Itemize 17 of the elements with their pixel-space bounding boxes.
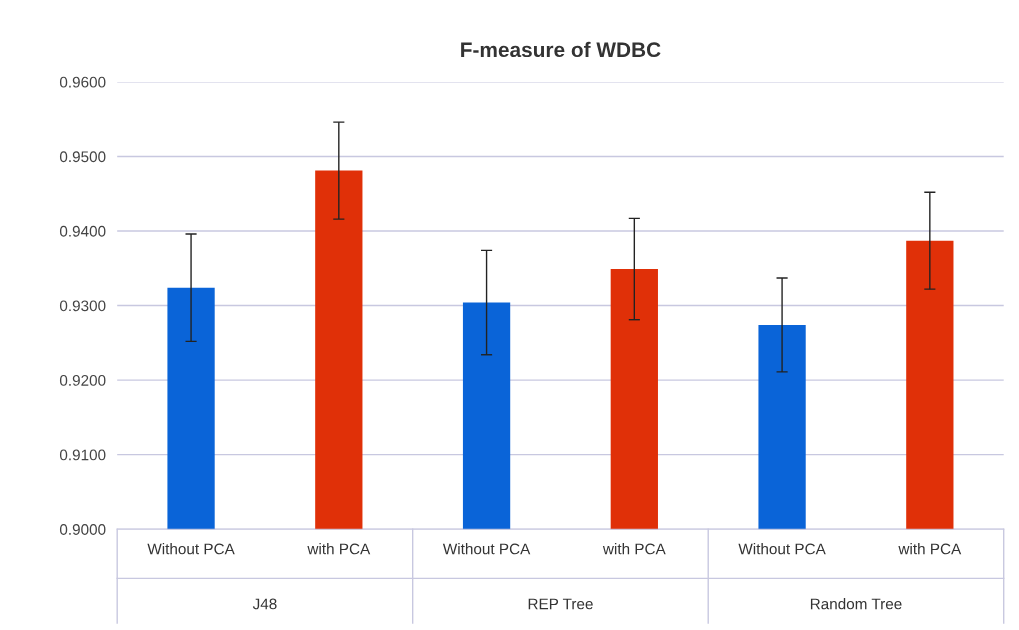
x-tick-label: with PCA — [898, 543, 962, 555]
chart-title: F-measure of WDBC — [461, 41, 661, 58]
x-tick-label: with PCA — [307, 543, 371, 555]
y-tick-label: 0.9000 — [59, 524, 106, 535]
x-tick-label: Without PCA — [738, 543, 826, 555]
y-tick-label: 0.9200 — [59, 374, 106, 386]
x-tick-label: Without PCA — [147, 543, 235, 555]
x-tick-label: with PCA — [602, 543, 666, 555]
y-tick-label: 0.9400 — [59, 225, 106, 237]
y-tick-label: 0.9300 — [59, 300, 106, 312]
text: Random Tree — [810, 598, 902, 610]
y-tick-label: 0.9500 — [59, 151, 106, 163]
text: REP Tree — [528, 598, 593, 610]
text: J48 — [252, 598, 277, 610]
y-tick-label: 0.9600 — [59, 76, 106, 88]
y-tick-label: 0.9100 — [59, 449, 106, 461]
x-tick-label: Without PCA — [442, 543, 531, 555]
